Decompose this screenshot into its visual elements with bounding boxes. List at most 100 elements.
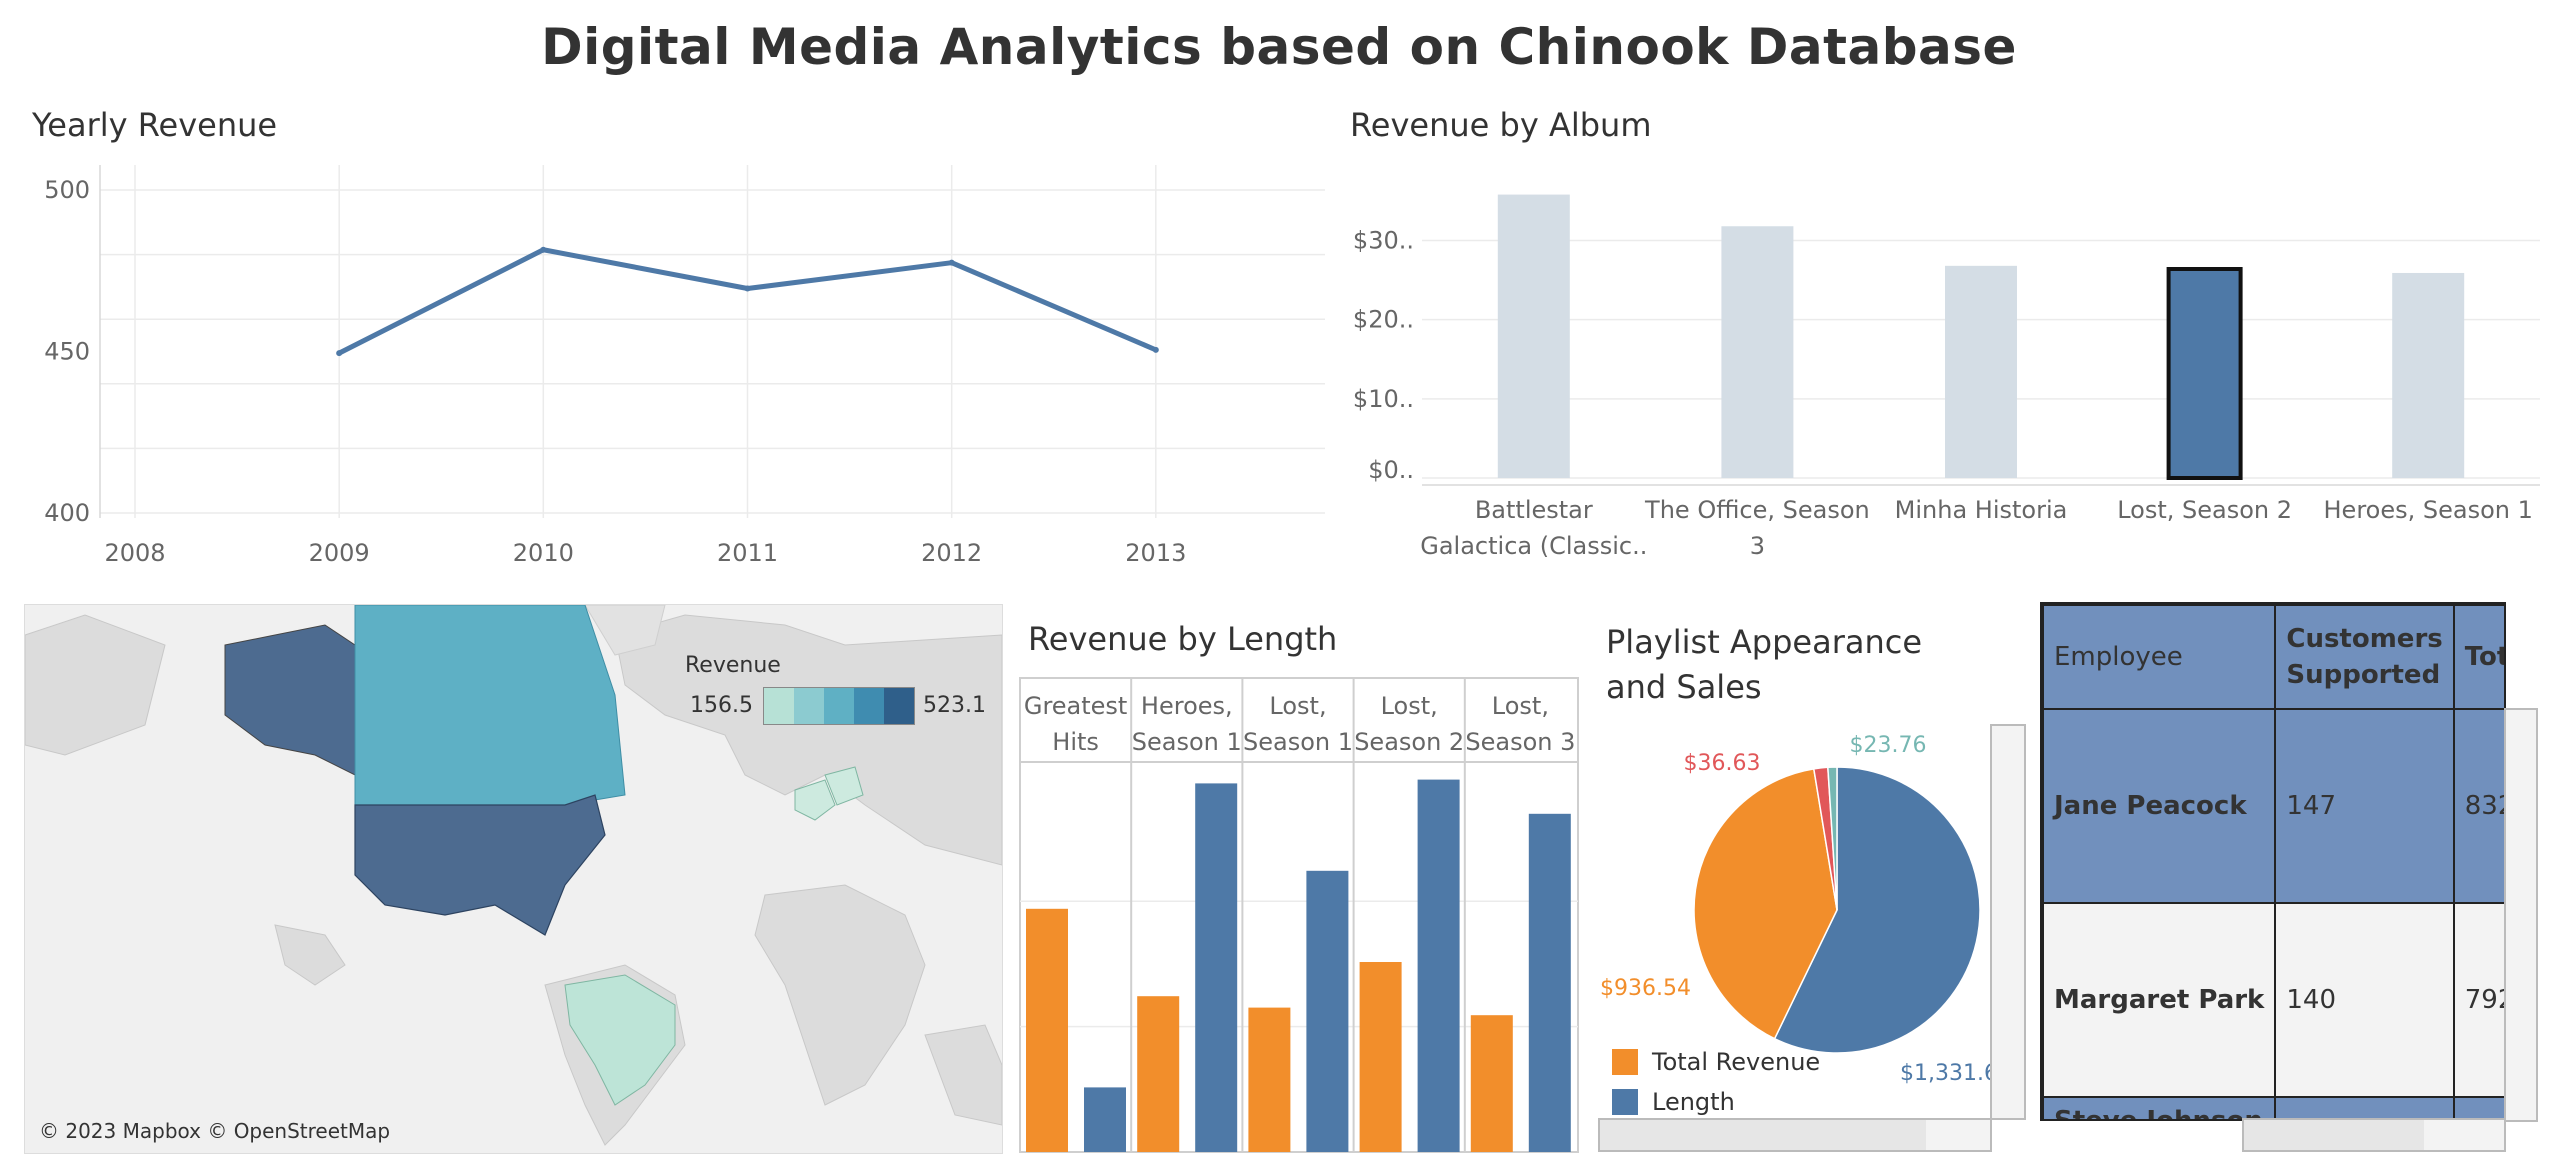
pie-scroll-thumb[interactable] xyxy=(1600,1120,1926,1150)
album-revenue-title: Revenue by Album xyxy=(1350,106,1652,144)
length-category-label: Hits xyxy=(1052,728,1099,756)
cell-total: 792.4 xyxy=(2452,902,2504,1098)
album-bar[interactable] xyxy=(1721,226,1794,478)
playlist-title: Playlist Appearance and Sales xyxy=(1606,623,1923,706)
length-bar-total-revenue[interactable] xyxy=(1359,962,1402,1152)
length-bar-length[interactable] xyxy=(1084,1087,1126,1152)
table-header-row: Employee Customers Supported Total xyxy=(2042,604,2504,710)
length-bar-total-revenue[interactable] xyxy=(1248,1007,1291,1152)
map-region-germany[interactable] xyxy=(824,766,864,806)
album-category-label: Minha Historia xyxy=(1895,496,2068,524)
length-bar-total-revenue[interactable] xyxy=(1470,1015,1513,1152)
album-bar[interactable] xyxy=(2392,272,2465,478)
y-tick-label: 450 xyxy=(44,338,90,366)
album-category-label: The Office, Season xyxy=(1644,496,1870,524)
y-tick-label: 500 xyxy=(44,176,90,204)
album-category-label: Battlestar xyxy=(1475,496,1593,524)
length-bar-length[interactable] xyxy=(1306,870,1349,1152)
length-revenue-chart[interactable]: Greatest Hits Heroes, Season 1 Lost, Season 1… xyxy=(1018,676,1582,1156)
length-category-label: Season 1 xyxy=(1243,728,1353,756)
pie-slice-length[interactable] xyxy=(1773,766,1981,1054)
cell-employee: Margaret Park xyxy=(2042,902,2277,1098)
album-category-label: Heroes, Season 1 xyxy=(2324,496,2533,524)
header-customers-line1: Customers xyxy=(2286,624,2443,654)
map-region-alaska[interactable] xyxy=(224,624,356,776)
pie-label-length: $1,331.6 xyxy=(1900,1061,1998,1086)
map-region-canada[interactable] xyxy=(354,605,626,806)
legend-length[interactable]: Length xyxy=(1612,1088,1735,1116)
employee-table-viewport[interactable]: Employee Customers Supported Total Jane … xyxy=(2040,602,2506,1121)
employee-table: Employee Customers Supported Total Jane … xyxy=(2042,604,2504,1119)
header-total[interactable]: Total xyxy=(2452,604,2504,710)
legend-label-total-revenue: Total Revenue xyxy=(1652,1048,1821,1076)
pie-horizontal-scrollbar[interactable] xyxy=(1598,1118,1992,1152)
pie-label-total-revenue: $936.54 xyxy=(1600,976,1691,1001)
revenue-point[interactable] xyxy=(744,285,751,292)
pie-label-red: $36.63 xyxy=(1684,751,1761,776)
x-tick-label: 2013 xyxy=(1125,539,1186,567)
table-scroll-thumb[interactable] xyxy=(2244,1120,2424,1150)
map-legend-swatch xyxy=(854,688,884,724)
legend-swatch-blue xyxy=(1612,1089,1638,1115)
y-tick-label: $20.. xyxy=(1353,306,1414,334)
revenue-point[interactable] xyxy=(540,246,547,253)
length-category-label: Season 2 xyxy=(1354,728,1464,756)
album-category-label: 3 xyxy=(1750,532,1765,560)
length-category-label: Lost, xyxy=(1381,692,1438,720)
length-panel-frame xyxy=(1019,677,1579,1153)
table-row[interactable]: Margaret Park 140 792.4 xyxy=(2042,902,2504,1098)
playlist-pie-chart[interactable]: $1,331.6 $936.54 $36.63 $23.76 xyxy=(1590,720,2010,1130)
revenue-map[interactable]: Revenue 156.5 523.1 © 2023 Mapbox © Open… xyxy=(24,604,1003,1154)
pie-slice-total-revenue[interactable] xyxy=(1693,768,1838,1040)
land-asia-east xyxy=(25,614,166,756)
album-bar[interactable] xyxy=(2166,267,2243,480)
x-tick-label: 2014 xyxy=(1329,539,1330,567)
album-bar[interactable] xyxy=(1497,194,1570,479)
table-horizontal-scrollbar[interactable] xyxy=(2242,1118,2506,1152)
map-legend-swatch xyxy=(794,688,824,724)
length-category-label: Lost, xyxy=(1269,692,1326,720)
length-bar-length[interactable] xyxy=(1417,779,1460,1152)
pie-slice-teal[interactable] xyxy=(1827,766,1838,911)
map-legend-title: Revenue xyxy=(685,653,781,678)
y-tick-label: $30.. xyxy=(1353,227,1414,255)
map-legend-swatch xyxy=(884,688,914,724)
length-bar-total-revenue[interactable] xyxy=(1137,996,1180,1152)
legend-swatch-orange xyxy=(1612,1049,1638,1075)
table-row[interactable]: Jane Peacock 147 832.0 xyxy=(2042,708,2504,904)
revenue-point[interactable] xyxy=(336,350,343,357)
length-bar-length[interactable] xyxy=(1195,783,1238,1152)
length-bar-length[interactable] xyxy=(1528,813,1571,1152)
table-row[interactable]: Steve Johnson xyxy=(2042,1096,2504,1119)
album-revenue-chart[interactable]: $30.. $20.. $10.. $0.. Battlestar Galactica (… xyxy=(1330,150,2558,570)
revenue-point[interactable] xyxy=(948,259,955,266)
header-total-label: Total xyxy=(2464,642,2504,672)
y-tick-label: 400 xyxy=(44,499,90,527)
x-tick-label: 2011 xyxy=(717,539,778,567)
pie-label-teal: $23.76 xyxy=(1850,733,1927,758)
table-vertical-scrollbar[interactable] xyxy=(2504,708,2538,1122)
header-employee[interactable]: Employee xyxy=(2042,604,2277,710)
map-legend-swatch xyxy=(824,688,854,724)
cell-employee: Jane Peacock xyxy=(2042,708,2277,904)
map-region-usa[interactable] xyxy=(354,794,606,936)
length-revenue-title: Revenue by Length xyxy=(1028,620,1338,658)
yearly-revenue-chart[interactable]: 2008 2009 2010 2011 2012 2013 2014 500 450 400 xyxy=(0,150,1330,580)
album-bar[interactable] xyxy=(1945,265,2017,478)
land-madagascar xyxy=(924,1024,1002,1126)
pie-vertical-scrollbar[interactable] xyxy=(1990,724,2026,1120)
map-region-france[interactable] xyxy=(794,779,836,821)
header-customers-supported[interactable]: Customers Supported xyxy=(2274,604,2455,710)
length-category-label: Heroes, xyxy=(1141,692,1233,720)
cell-employee: Steve Johnson xyxy=(2042,1096,2277,1119)
cell-customers: 147 xyxy=(2274,708,2455,904)
legend-total-revenue[interactable]: Total Revenue xyxy=(1612,1048,1820,1076)
length-category-label: Greatest xyxy=(1024,692,1128,720)
cell-total: 832.0 xyxy=(2452,708,2504,904)
revenue-point[interactable] xyxy=(1152,346,1159,353)
y-tick-label: $10.. xyxy=(1353,385,1414,413)
header-employee-label: Employee xyxy=(2054,642,2183,672)
map-region-brazil[interactable] xyxy=(564,974,676,1106)
length-bar-total-revenue[interactable] xyxy=(1026,908,1068,1152)
x-tick-label: 2008 xyxy=(104,539,165,567)
